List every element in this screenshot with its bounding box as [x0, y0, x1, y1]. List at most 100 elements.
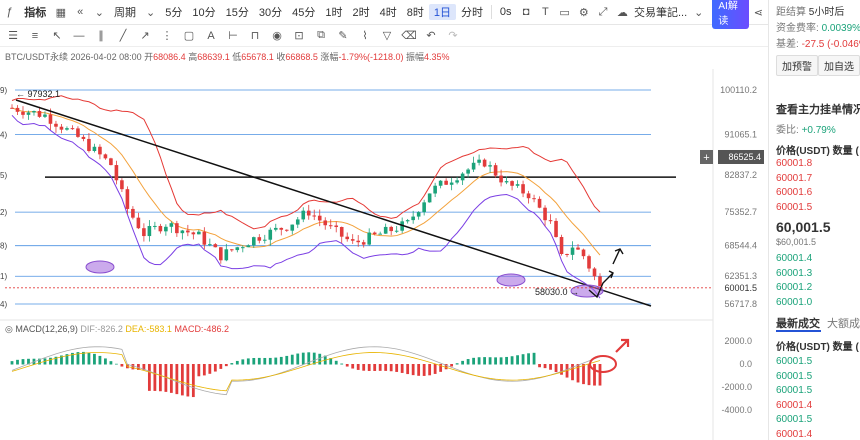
period-5[interactable]: 1时: [325, 7, 343, 19]
indicator-icon[interactable]: ƒ: [6, 6, 13, 18]
magnet-icon[interactable]: ⊓: [250, 30, 260, 42]
period-4[interactable]: 45分: [292, 7, 316, 19]
period-menu[interactable]: 周期: [114, 7, 136, 19]
rewind-icon[interactable]: «: [77, 6, 84, 18]
parallel-icon[interactable]: ∥: [98, 30, 104, 42]
period-8[interactable]: 8时: [406, 7, 424, 19]
fullscreen-icon[interactable]: ▭: [559, 6, 570, 19]
macd-bar: [571, 364, 574, 381]
menu-icon[interactable]: ☰: [8, 30, 18, 42]
chevron-down-icon[interactable]: ⌄: [694, 6, 704, 19]
macd-bar: [560, 364, 563, 375]
candle-body: [257, 237, 262, 241]
big-trades-tab[interactable]: 大额成交: [827, 318, 860, 330]
chevron-down-icon[interactable]: ⌄: [94, 6, 104, 19]
kline-chart[interactable]: 9) 4) 5) 2) 8) 1) 4) ← 97932.1 58030.0 → 100110…: [0, 47, 768, 440]
add-alert-button[interactable]: 加预警: [776, 55, 818, 76]
cursor-icon[interactable]: ↖: [52, 30, 62, 42]
period-9[interactable]: 1日: [428, 4, 456, 20]
ai-button[interactable]: AI解读: [712, 0, 749, 29]
redo-icon[interactable]: ↷: [448, 30, 458, 42]
macd-bar: [38, 358, 41, 365]
candle-body: [175, 223, 179, 234]
macd-bar: [312, 352, 316, 365]
candle-body: [378, 233, 382, 235]
macd-bar: [461, 360, 465, 365]
high-value: 68639.1: [197, 52, 230, 62]
low-mark-label: 58030.0 →: [535, 287, 579, 297]
period-10[interactable]: 分时: [461, 7, 483, 19]
macd-bar: [98, 355, 102, 365]
add-watchlist-button[interactable]: 加自选: [818, 55, 860, 76]
macd-bar: [235, 360, 239, 365]
macd-dea-line: [11, 352, 601, 392]
period-3[interactable]: 30分: [258, 7, 283, 19]
macd-bar: [510, 356, 514, 365]
macd-bar: [505, 356, 508, 365]
candle-body: [10, 107, 14, 109]
layout-icon[interactable]: ▦: [55, 6, 67, 19]
indicator-button[interactable]: 指标: [24, 7, 47, 19]
seconds-button[interactable]: 0s: [499, 6, 512, 18]
macd-bar: [527, 353, 530, 365]
macd-bar: [307, 352, 311, 365]
period-0[interactable]: 5分: [165, 7, 183, 19]
macd-bar: [21, 359, 25, 365]
orderbook-link[interactable]: 查看主力挂单情况: [776, 104, 860, 116]
period-6[interactable]: 2时: [352, 7, 370, 19]
macd-bar: [521, 354, 525, 365]
macd-bar: [246, 358, 250, 365]
trades-tab[interactable]: 最新成交: [776, 318, 820, 330]
period-7[interactable]: 4时: [379, 7, 397, 19]
settle-label: 距结算: [776, 7, 806, 18]
trend-line-icon[interactable]: ╱: [119, 30, 127, 42]
macd-bar: [290, 354, 294, 365]
macd-bar: [153, 364, 157, 391]
ray-icon[interactable]: ↗: [140, 30, 150, 42]
macd-bar: [406, 364, 410, 375]
macd-bar: [202, 364, 206, 376]
expand-icon[interactable]: ⤢: [598, 5, 608, 18]
macd-bar: [115, 363, 118, 365]
horizontal-line-icon[interactable]: —: [73, 29, 85, 42]
candle-body: [543, 207, 547, 221]
candle-body: [532, 198, 536, 200]
macd-bar: [49, 357, 52, 365]
period-1[interactable]: 10分: [192, 7, 216, 19]
book-header-qty: 数量 (: [832, 146, 859, 157]
text-icon[interactable]: T: [541, 6, 549, 18]
measure-icon[interactable]: ⊢: [228, 30, 238, 42]
macd-bar: [252, 357, 256, 365]
list-icon[interactable]: ≡: [31, 29, 39, 42]
undo-icon[interactable]: ↶: [426, 30, 436, 42]
macd-bar: [104, 358, 107, 365]
candle-body: [581, 249, 586, 257]
brush-icon[interactable]: ⌇: [362, 30, 368, 42]
trash-icon[interactable]: ⌫: [401, 30, 417, 42]
share-icon[interactable]: ⋖: [753, 6, 763, 19]
fib-icon[interactable]: ⋮: [161, 30, 173, 42]
text-tool-icon[interactable]: A: [207, 29, 215, 42]
eye-icon[interactable]: ◉: [272, 30, 282, 42]
publish-button[interactable]: 交易筆記...: [633, 7, 688, 19]
chevron-down-icon[interactable]: ⌄: [146, 6, 156, 19]
candle-body: [334, 225, 339, 228]
cloud-icon[interactable]: ☁: [616, 6, 628, 19]
filter-icon[interactable]: ▽: [382, 30, 392, 42]
candle-body: [515, 184, 520, 186]
trade-price: 60001.5: [776, 370, 813, 382]
candle-body: [273, 227, 278, 230]
copy-icon[interactable]: ⧉: [317, 29, 325, 41]
rect-icon[interactable]: ▢: [183, 30, 195, 42]
settings-icon[interactable]: ⚙: [578, 6, 589, 19]
candle-body: [26, 112, 31, 115]
period-2[interactable]: 15分: [225, 7, 249, 19]
pen-icon[interactable]: ✎: [338, 30, 348, 42]
candle-body: [554, 220, 558, 238]
candle-body: [466, 169, 470, 174]
lock-icon[interactable]: ⊡: [294, 30, 304, 42]
macd-bar: [417, 364, 421, 376]
candle-body: [59, 126, 64, 130]
fib-label: 9): [0, 86, 7, 95]
camera-icon[interactable]: ◘: [522, 6, 530, 18]
